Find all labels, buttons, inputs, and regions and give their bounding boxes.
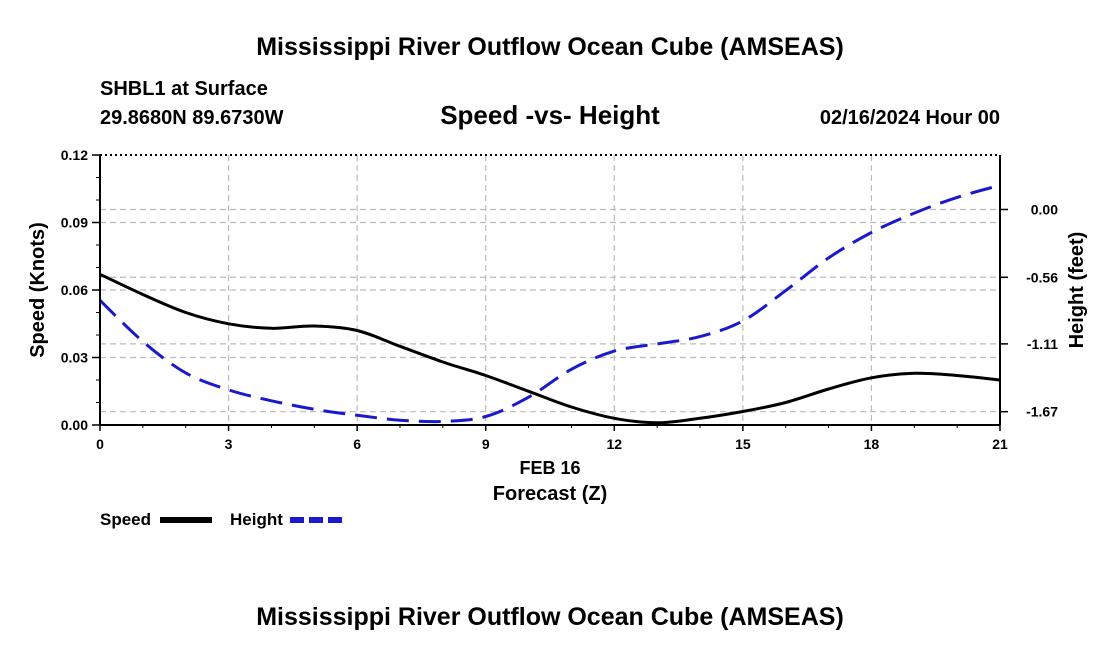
chart-title: Speed -vs- Height [440, 100, 660, 130]
y2-tick-label: -1.67 [1026, 404, 1058, 420]
y2-tick-label: 0.00 [1031, 201, 1058, 217]
y-tick-label: 0.03 [61, 350, 88, 366]
x-sublabel: FEB 16 [519, 458, 580, 478]
series-layer [98, 183, 1001, 425]
footer-title: Mississippi River Outflow Ocean Cube (AM… [256, 603, 844, 631]
date-label: 02/16/2024 Hour 00 [820, 107, 1000, 129]
x-tick-label: 6 [353, 436, 361, 452]
y-axis-label: Speed (Knots) [27, 222, 49, 358]
y-tick-label: 0.12 [61, 147, 88, 163]
y-tick-label: 0.06 [61, 282, 88, 298]
grid [100, 155, 1000, 425]
location-label: 29.8680N 89.6730W [100, 107, 284, 129]
tick-labels: 0 3 6 9 12 15 18 21 0.00 0.03 0.06 0.09 0.12 0.00 -0.5… [61, 147, 1058, 452]
y-tick-label: 0.00 [61, 417, 88, 433]
series-line-speed [99, 272, 1001, 425]
x-tick-label: 0 [96, 436, 104, 452]
x-axis-label: Forecast (Z) [493, 483, 607, 505]
legend: Speed Height [100, 510, 342, 529]
y2-axis-label: Height (feet) [1066, 232, 1088, 349]
axes [92, 154, 1008, 431]
y-tick-label: 0.09 [61, 215, 88, 231]
y2-tick-label: -0.56 [1026, 269, 1058, 285]
legend-height-label: Height [230, 510, 283, 529]
legend-speed-label: Speed [100, 510, 151, 529]
main-title: Mississippi River Outflow Ocean Cube (AM… [256, 33, 844, 61]
series-line-height [98, 183, 1001, 424]
x-tick-label: 15 [735, 436, 751, 452]
x-tick-label: 12 [606, 436, 622, 452]
y2-tick-label: -1.11 [1027, 336, 1058, 352]
station-label: SHBL1 at Surface [100, 78, 268, 100]
x-tick-label: 21 [992, 436, 1008, 452]
x-tick-label: 3 [225, 436, 233, 452]
x-tick-label: 9 [482, 436, 490, 452]
x-tick-label: 18 [864, 436, 880, 452]
